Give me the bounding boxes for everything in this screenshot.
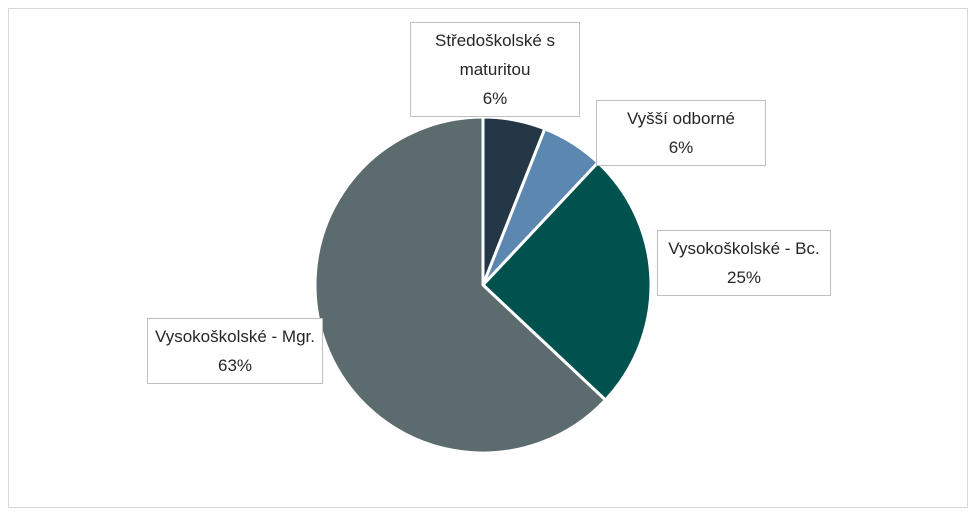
data-label: Vysokoškolské - Mgr. 63%	[147, 318, 323, 384]
label-value: 25%	[726, 268, 762, 287]
label-category: Středoškolské s maturitou	[435, 31, 555, 79]
label-value: 6%	[668, 138, 694, 157]
label-value: 6%	[482, 89, 508, 108]
label-category: Vysokoškolské - Bc.	[668, 239, 820, 258]
data-label: Vysokoškolské - Bc. 25%	[657, 230, 831, 296]
data-label: Vyšší odborné 6%	[596, 100, 766, 166]
data-label: Středoškolské s maturitou 6%	[410, 22, 580, 117]
label-category: Vysokoškolské - Mgr.	[155, 327, 315, 346]
pie-slice	[313, 115, 608, 455]
pie-slice	[480, 160, 653, 403]
label-value: 63%	[217, 356, 253, 375]
label-category: Vyšší odborné	[626, 109, 736, 128]
chart-frame	[8, 8, 968, 508]
